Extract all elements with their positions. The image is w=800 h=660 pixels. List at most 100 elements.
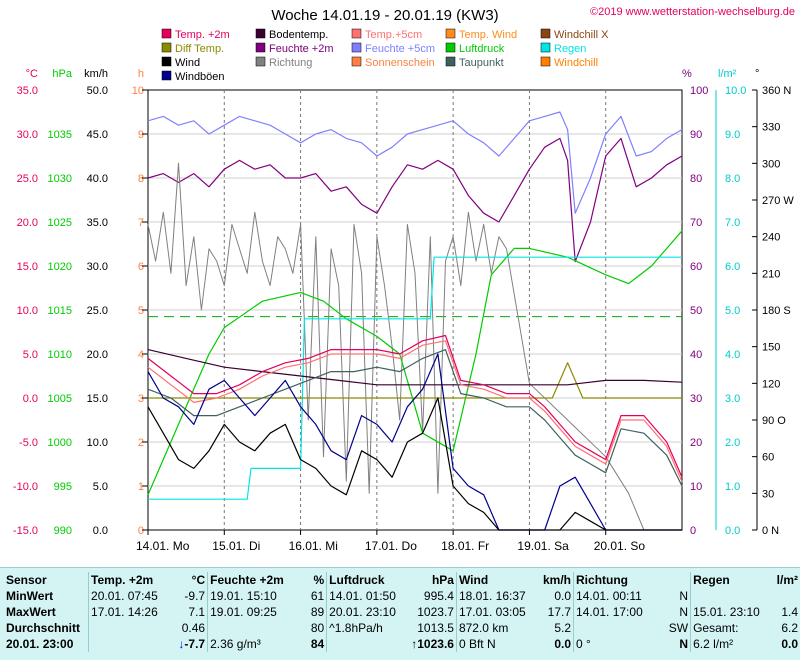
weather-chart: Temp. +2m Bodentemp. Temp.+5cm Temp. Wind Wi… [13, 6, 795, 553]
tick-temp-7: 0.0 [23, 393, 38, 405]
avg-wind-dist: 872.0 km [455, 620, 535, 636]
min-rain-blank [690, 588, 762, 604]
avg-dir-val: SW [668, 621, 689, 635]
tick-pressure-7: 1000 [48, 437, 72, 449]
legend-swatch-12 [351, 56, 362, 67]
now-rain-val: 0.0 [781, 637, 798, 651]
tick-direction-0: 360 N [762, 85, 791, 97]
legend-swatch-8 [445, 42, 456, 53]
tick-direction-1: 330 [762, 122, 780, 134]
axis-unit-temp: °C [26, 68, 38, 80]
max-press-val: 1023.7 [417, 605, 454, 619]
stats-now-row: 20.01. 23:00 ↓-7.7 2.36 g/m³ 84 ↑1023.6 … [4, 636, 800, 652]
tick-pressure-9: 990 [54, 525, 72, 537]
tick-sun-7: 3 [138, 393, 144, 405]
tick-pressure-1: 1030 [48, 173, 72, 185]
min-rain-blank2 [762, 588, 800, 604]
legend-label-12: Sonnenschein [365, 57, 435, 69]
series-line-4 [147, 340, 683, 482]
tick-wind-1: 45.0 [87, 129, 108, 141]
tick-wind-4: 30.0 [87, 261, 108, 273]
axis-unit-wind: km/h [84, 68, 108, 80]
tick-pressure-8: 995 [54, 481, 72, 493]
avg-hum-blank [207, 620, 291, 636]
axis-unit-sun: h [138, 68, 144, 80]
avg-rain-label: Gesamt: [690, 620, 762, 636]
tick-rain-1: 9.0 [725, 129, 740, 141]
min-dir-time: 14.01. 00:11 [573, 588, 659, 604]
tick-pressure-2: 1025 [48, 217, 72, 229]
hdr-wind-unit: km/h [543, 573, 572, 587]
tick-direction-9: 90 O [762, 415, 786, 427]
min-temp-val: -9.7 [184, 589, 206, 603]
avg-temp-val: 0.46 [181, 621, 206, 635]
tick-direction-3: 270 W [762, 195, 794, 207]
tick-rain-2: 8.0 [725, 173, 740, 185]
max-temp-val: 7.1 [188, 605, 206, 619]
legend-swatch-9 [540, 42, 551, 53]
now-label: 20.01. 23:00 [6, 637, 74, 651]
tick-humidity-6: 40 [690, 349, 702, 361]
chart-copyright: ©2019 www.wetterstation-wechselburg.de [590, 6, 795, 18]
avg-dir-blank [573, 620, 659, 636]
tick-rain-3: 7.0 [725, 217, 740, 229]
min-press-time: 14.01. 01:50 [326, 588, 410, 604]
press-up-arrow-icon: ↑ [411, 637, 418, 651]
hdr-sensor: Sensor [6, 573, 47, 587]
tick-pressure-3: 1020 [48, 261, 72, 273]
min-wind-time: 18.01. 16:37 [455, 588, 535, 604]
legend-swatch-5 [161, 42, 172, 53]
legend-label-7: Feuchte +5cm [365, 43, 435, 55]
tick-rain-0: 10.0 [725, 85, 746, 97]
x-tick-4: 18.01. Fr [441, 539, 489, 553]
avg-press-val: 1013.5 [417, 621, 454, 635]
tick-wind-8: 10.0 [87, 437, 108, 449]
tick-humidity-1: 90 [690, 129, 702, 141]
tick-rain-9: 1.0 [725, 481, 740, 493]
series-line-0 [147, 111, 683, 214]
min-wind-val: 0.0 [554, 589, 572, 603]
chart-legend: Temp. +2m Bodentemp. Temp.+5cm Temp. Wind Wi… [161, 28, 609, 83]
legend-label-5: Diff Temp. [175, 43, 224, 55]
tick-pressure-0: 1035 [48, 129, 72, 141]
legend-label-11: Richtung [269, 57, 312, 69]
now-rain-label: 6.2 l/m² [690, 636, 762, 652]
legend-swatch-3 [445, 28, 456, 39]
max-dir-val: N [679, 605, 689, 619]
max-temp-time: 17.01. 14:26 [88, 604, 172, 620]
x-tick-3: 17.01. Do [365, 539, 417, 553]
legend-label-10: Wind [175, 57, 200, 69]
legend-swatch-0 [161, 28, 172, 39]
series-line-9 [147, 397, 682, 531]
tick-wind-3: 35.0 [87, 217, 108, 229]
series-line-8 [148, 256, 682, 500]
legend-label-1: Bodentemp. [269, 29, 328, 41]
tick-sun-9: 1 [138, 481, 144, 493]
legend-label-14: Windchill [554, 57, 598, 69]
now-dir-val: N [679, 637, 689, 651]
tick-wind-6: 20.0 [87, 349, 108, 361]
legend-swatch-7 [351, 42, 362, 53]
hdr-rain-unit: l/m² [776, 573, 798, 587]
avg-wind-val: 5.2 [554, 621, 572, 635]
x-tick-5: 19.01. Sa [517, 539, 569, 553]
legend-label-13: Taupunkt [459, 57, 504, 69]
tick-pressure-6: 1005 [48, 393, 72, 405]
series-line-10 [147, 353, 682, 531]
tick-humidity-4: 60 [690, 261, 702, 273]
legend-label-0: Temp. +2m [175, 29, 230, 41]
max-wind-time: 17.01. 03:05 [455, 604, 535, 620]
max-rain-time: 15.01. 23:10 [690, 604, 762, 620]
chart-axes: °C35.030.025.020.015.010.05.00.0-5.0-10.… [13, 68, 794, 553]
legend-swatch-14 [540, 56, 551, 67]
max-hum-time: 19.01. 09:25 [207, 604, 291, 620]
legend-swatch-13 [445, 56, 456, 67]
legend-swatch-2 [351, 28, 362, 39]
avg-rain-val: 6.2 [781, 621, 798, 635]
stats-header-row: Sensor Temp. +2m °C Feuchte +2m % Luftdr… [4, 572, 800, 588]
series-line-5 [147, 349, 683, 487]
tick-sun-3: 7 [138, 217, 144, 229]
min-hum-time: 19.01. 15:10 [207, 588, 291, 604]
tick-temp-5: 10.0 [17, 305, 38, 317]
axis-unit-direction: ° [755, 68, 759, 80]
